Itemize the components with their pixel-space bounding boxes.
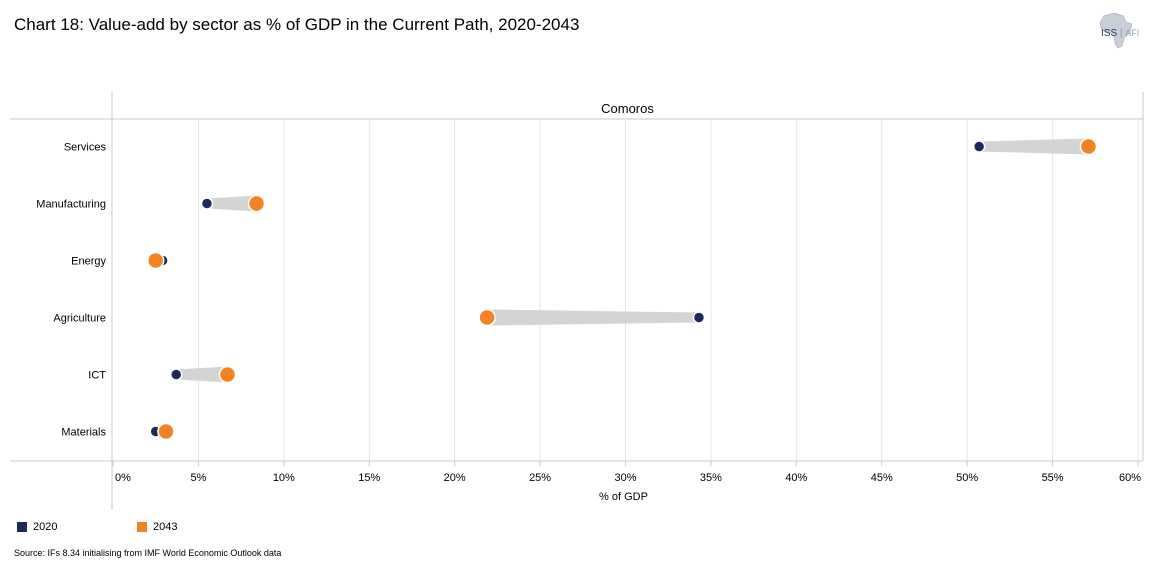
point-2043	[478, 308, 496, 327]
x-tick-label: 35%	[700, 472, 722, 484]
x-tick-label: 15%	[358, 472, 380, 484]
legend-item-2020: 2020	[17, 521, 57, 533]
point-2043	[146, 251, 165, 270]
category-label: Energy	[71, 256, 106, 268]
legend-swatch-2043	[137, 522, 147, 532]
point-2043	[157, 422, 175, 441]
x-tick-label: 60%	[1119, 472, 1141, 484]
x-tick-label: 50%	[956, 472, 978, 484]
x-tick-label: 25%	[529, 472, 551, 484]
point-2020	[972, 140, 986, 153]
legend-label-2020: 2020	[33, 521, 58, 533]
logo-text: ISS | AFI	[1101, 28, 1140, 39]
panel-title: Comoros	[601, 101, 654, 116]
source-note: Source: IFs 8.34 initialising from IMF W…	[14, 548, 282, 558]
point-2043	[218, 365, 237, 384]
x-tick-label: 5%	[190, 472, 206, 484]
x-tick-label: 30%	[614, 472, 636, 484]
x-axis-label: % of GDP	[599, 491, 648, 503]
category-label: Agriculture	[53, 313, 106, 325]
legend-item-2043: 2043	[137, 521, 177, 533]
point-2020	[692, 311, 706, 324]
x-tick-label: 40%	[785, 472, 807, 484]
logo-sub: AFI	[1125, 28, 1140, 38]
chart-title: Chart 18: Value-add by sector as % of GD…	[14, 15, 580, 34]
category-label: Services	[64, 142, 107, 154]
connector-band	[487, 309, 699, 326]
point-2043	[1079, 137, 1098, 156]
connector-band	[176, 366, 228, 383]
x-tick-label: 20%	[444, 472, 466, 484]
x-tick-label: 10%	[273, 472, 295, 484]
point-2043	[247, 194, 266, 213]
legend-swatch-2020	[17, 522, 27, 532]
africa-map-icon	[1099, 12, 1133, 49]
connector-band	[206, 195, 257, 212]
legend-label-2043: 2043	[153, 521, 178, 533]
connector-band	[979, 138, 1089, 155]
logo-main: ISS	[1101, 28, 1118, 39]
point-2020	[169, 368, 183, 381]
x-tick-label: 0%	[115, 472, 131, 484]
point-2020	[200, 197, 214, 210]
category-label: Manufacturing	[36, 199, 106, 211]
category-label: ICT	[88, 370, 106, 382]
x-tick-label: 45%	[871, 472, 893, 484]
x-tick-label: 55%	[1042, 472, 1064, 484]
category-label: Materials	[61, 427, 106, 439]
